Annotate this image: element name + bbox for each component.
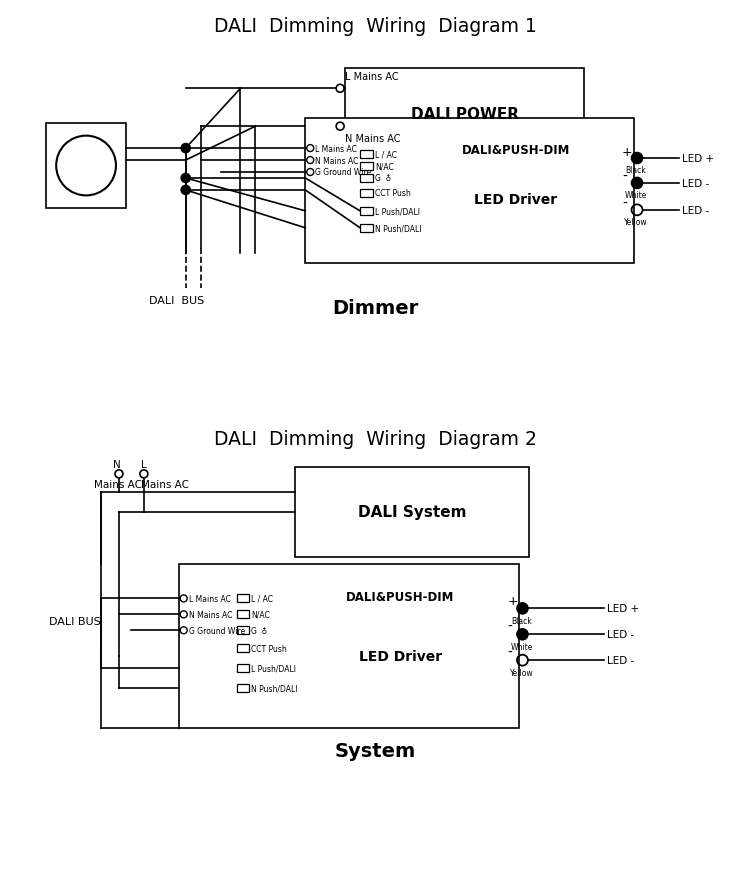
- Text: N Mains AC: N Mains AC: [315, 156, 358, 166]
- Bar: [360, 175, 373, 182]
- Text: N: N: [113, 460, 121, 469]
- Bar: [360, 163, 373, 171]
- Text: -: -: [622, 196, 627, 210]
- Text: DALI  Dimming  Wiring  Diagram 1: DALI Dimming Wiring Diagram 1: [214, 17, 536, 36]
- Text: White: White: [510, 642, 532, 651]
- Text: Yellow: Yellow: [624, 218, 648, 227]
- Text: L Mains AC: L Mains AC: [189, 595, 230, 603]
- Text: L / AC: L / AC: [375, 150, 397, 160]
- Text: DALI&PUSH-DIM: DALI&PUSH-DIM: [461, 145, 570, 157]
- Circle shape: [182, 145, 190, 153]
- Text: DALI BUS: DALI BUS: [50, 617, 101, 626]
- Bar: [236, 665, 250, 673]
- Text: LED Driver: LED Driver: [358, 649, 442, 663]
- Bar: [236, 595, 250, 602]
- Text: L / AC: L / AC: [251, 595, 274, 603]
- Text: +: +: [622, 146, 633, 159]
- Bar: [236, 610, 250, 618]
- Bar: [360, 225, 373, 232]
- Circle shape: [517, 603, 528, 614]
- Text: L Push/DALI: L Push/DALI: [375, 207, 420, 216]
- Text: L: L: [141, 460, 147, 469]
- Text: Mains AC: Mains AC: [141, 480, 189, 489]
- Text: -: -: [508, 645, 512, 660]
- Text: L Mains AC: L Mains AC: [345, 72, 399, 82]
- Text: DALI System: DALI System: [358, 504, 466, 520]
- Circle shape: [182, 175, 190, 183]
- Text: Black: Black: [511, 617, 532, 625]
- Text: L Mains AC: L Mains AC: [315, 145, 357, 153]
- Text: Dimmer: Dimmer: [332, 299, 419, 317]
- Text: L Push/DALI: L Push/DALI: [251, 664, 296, 673]
- Bar: [236, 626, 250, 635]
- Text: +: +: [508, 595, 518, 607]
- Bar: [236, 645, 250, 652]
- Text: -: -: [622, 170, 627, 184]
- Bar: [345, 69, 584, 159]
- Text: DALI  BUS: DALI BUS: [148, 296, 204, 305]
- Text: LED -: LED -: [682, 179, 709, 189]
- Text: N Push/DALI: N Push/DALI: [251, 684, 298, 693]
- Text: LED -: LED -: [608, 655, 634, 666]
- Circle shape: [517, 629, 528, 640]
- Text: LED +: LED +: [608, 603, 639, 614]
- Text: Mains AC: Mains AC: [94, 480, 142, 489]
- Text: System: System: [334, 741, 416, 760]
- Circle shape: [632, 178, 643, 189]
- Bar: [296, 467, 530, 557]
- Text: DALI&PUSH-DIM: DALI&PUSH-DIM: [346, 590, 454, 603]
- Text: G Ground Wire: G Ground Wire: [189, 626, 245, 635]
- Text: CCT Push: CCT Push: [375, 189, 411, 198]
- Text: N/AC: N/AC: [375, 162, 394, 171]
- Text: CCT Push: CCT Push: [251, 644, 287, 653]
- Text: G  ♁: G ♁: [375, 175, 392, 183]
- Bar: [360, 151, 373, 159]
- Bar: [46, 124, 126, 209]
- Text: G  ♁: G ♁: [251, 626, 268, 635]
- Text: LED +: LED +: [682, 153, 714, 164]
- Bar: [178, 564, 520, 728]
- Text: LED Driver: LED Driver: [474, 193, 557, 207]
- Text: White: White: [625, 191, 647, 200]
- Bar: [305, 119, 634, 263]
- Text: -: -: [508, 619, 512, 633]
- Text: N/AC: N/AC: [251, 610, 270, 619]
- Text: DALI  Dimming  Wiring  Diagram 2: DALI Dimming Wiring Diagram 2: [214, 430, 536, 449]
- Circle shape: [632, 153, 643, 164]
- Text: Yellow: Yellow: [510, 668, 533, 677]
- Text: N Mains AC: N Mains AC: [345, 134, 400, 144]
- Text: G Ground Wire: G Ground Wire: [315, 168, 371, 177]
- Text: N Mains AC: N Mains AC: [189, 610, 232, 619]
- Bar: [360, 208, 373, 216]
- Circle shape: [182, 186, 190, 196]
- Bar: [360, 189, 373, 197]
- Text: Black: Black: [626, 167, 646, 175]
- Text: LED -: LED -: [608, 630, 634, 639]
- Text: LED -: LED -: [682, 205, 709, 216]
- Bar: [236, 684, 250, 692]
- Text: N Push/DALI: N Push/DALI: [375, 224, 422, 233]
- Text: DALI POWER: DALI POWER: [411, 107, 519, 122]
